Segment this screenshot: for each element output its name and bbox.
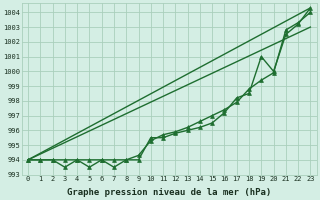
X-axis label: Graphe pression niveau de la mer (hPa): Graphe pression niveau de la mer (hPa) [67,188,271,197]
